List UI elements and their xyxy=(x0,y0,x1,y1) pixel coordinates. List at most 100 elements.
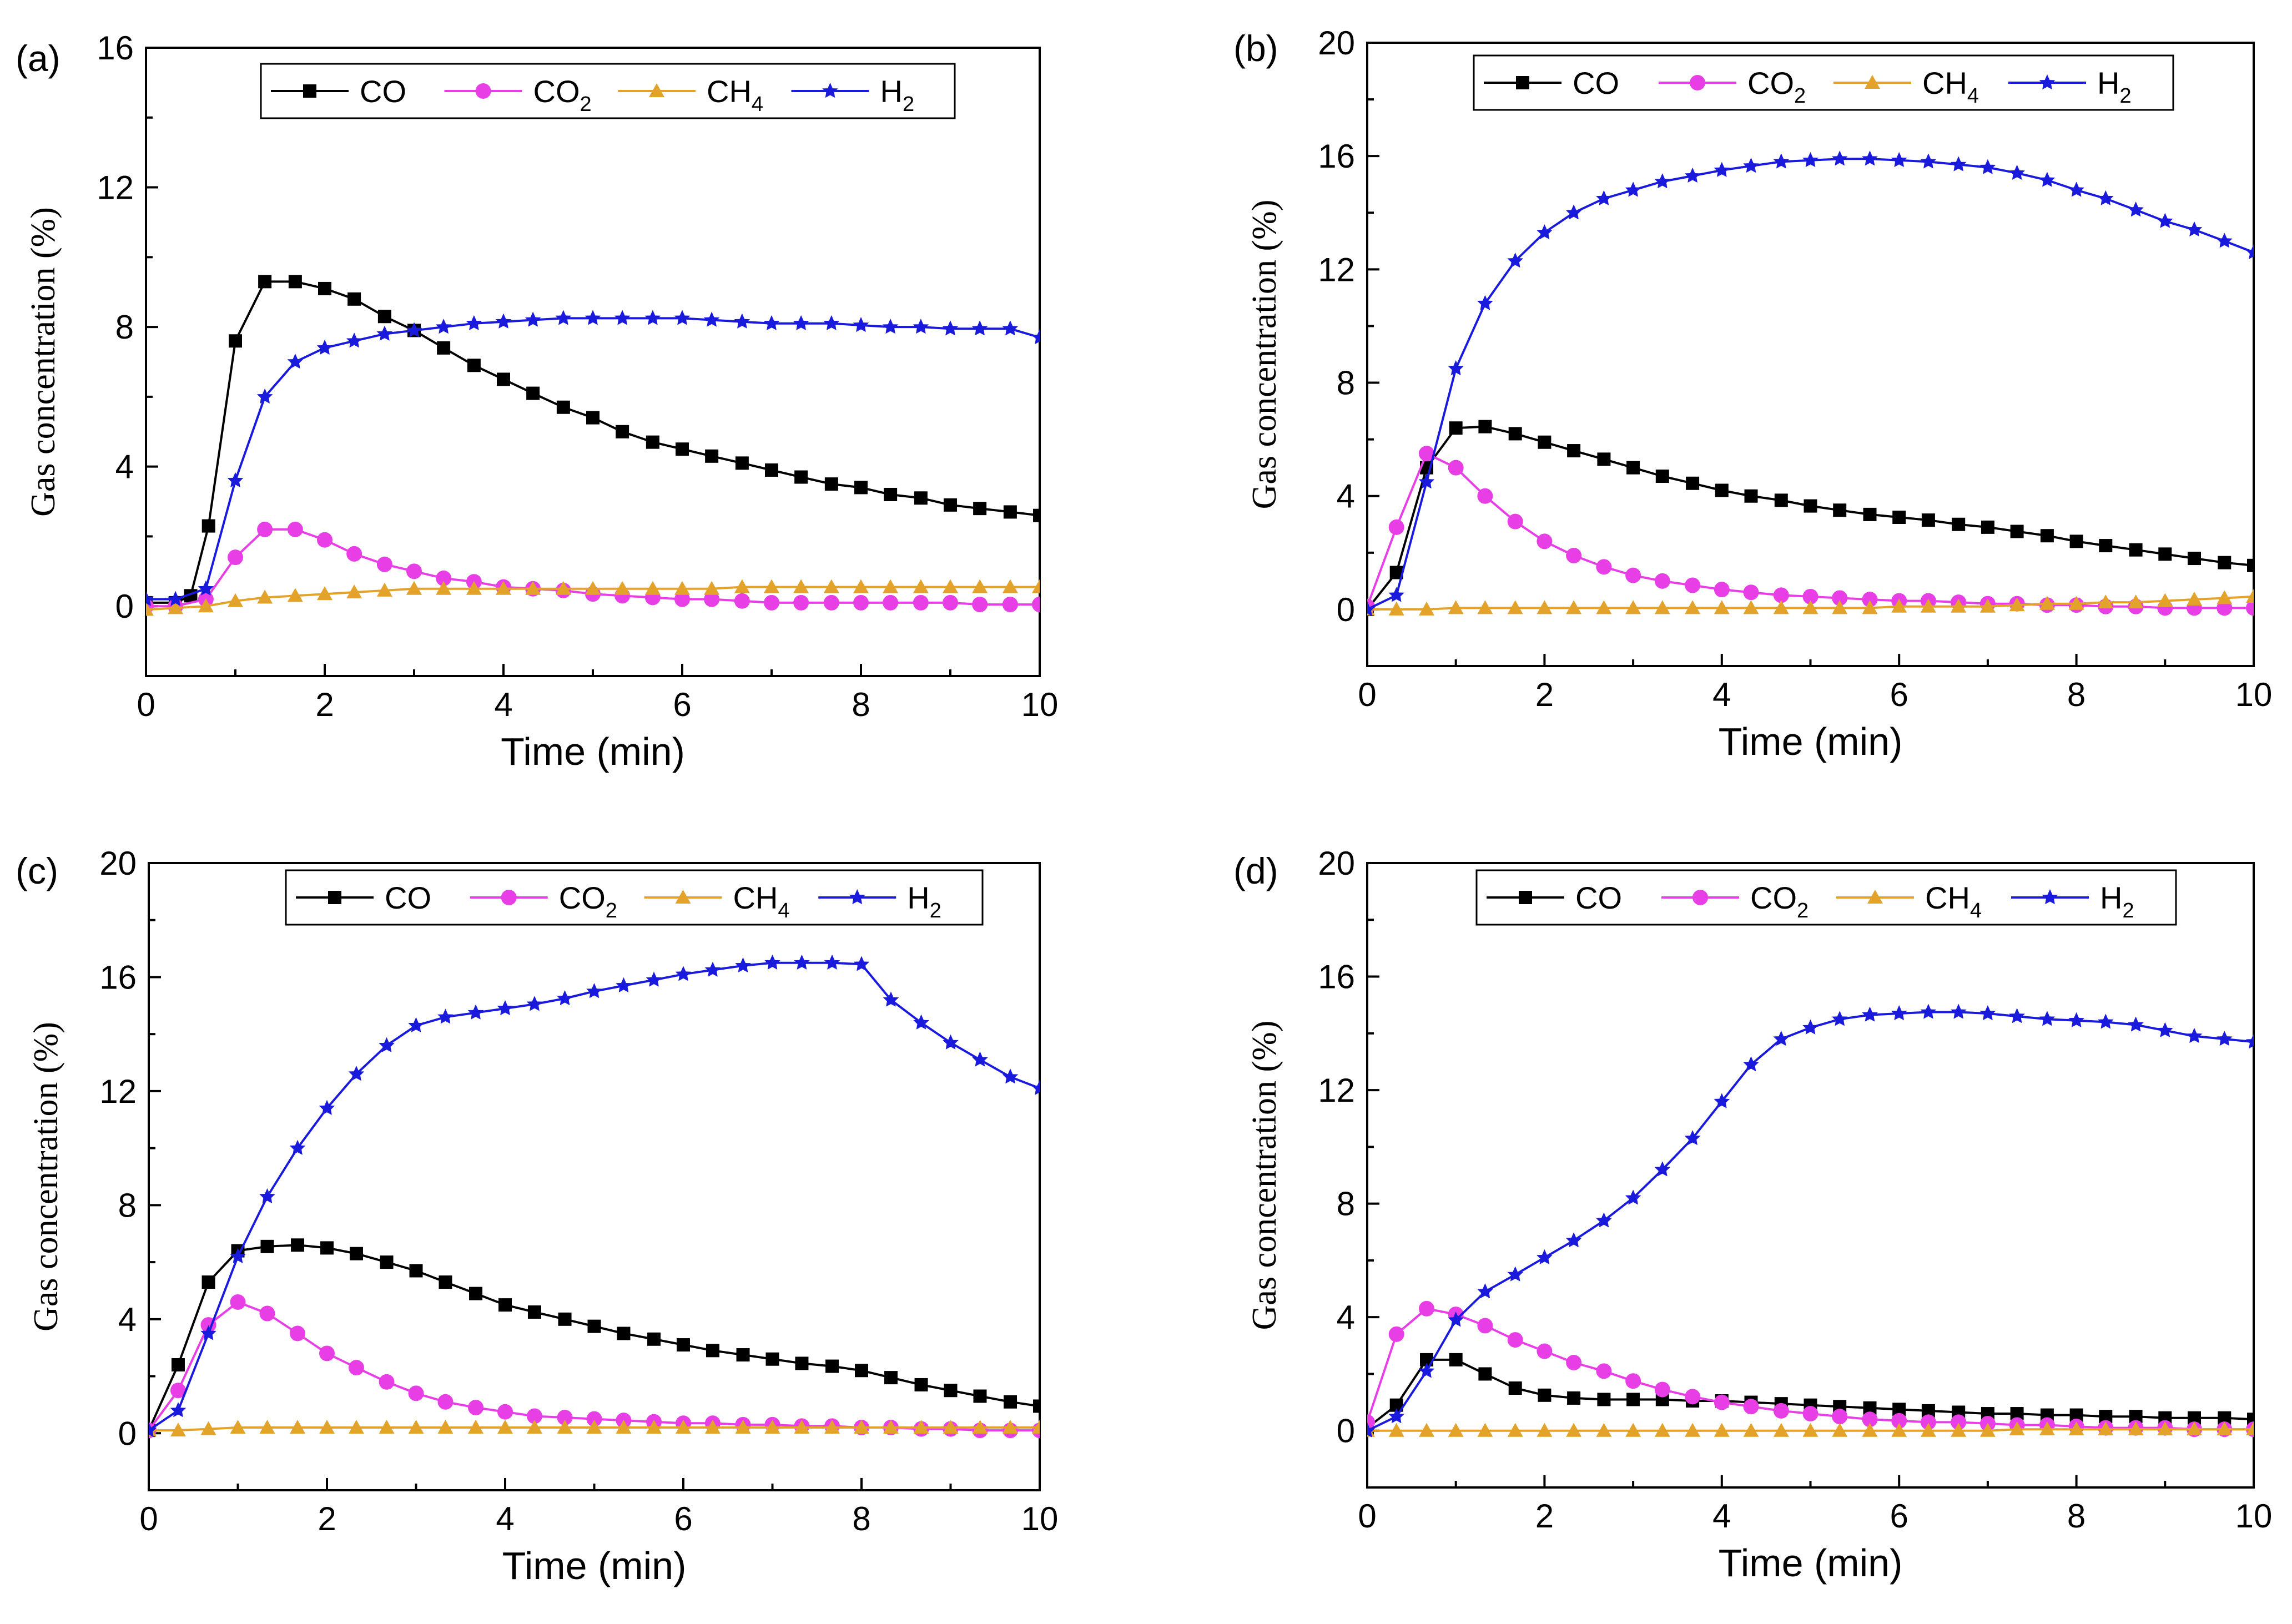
data-point-co xyxy=(1626,1393,1640,1406)
data-point-h2 xyxy=(1654,173,1671,189)
data-point-co2 xyxy=(1537,533,1553,549)
data-point-ch4 xyxy=(1388,601,1404,616)
data-point-ch4 xyxy=(1477,1423,1493,1437)
data-point-co xyxy=(1508,427,1522,441)
y-tick-label: 8 xyxy=(1337,1186,1355,1223)
data-point-co2 xyxy=(1773,587,1789,603)
data-point-ch4 xyxy=(2039,596,2055,610)
data-point-co2 xyxy=(1891,1413,1907,1429)
legend-marker-co2 xyxy=(475,83,491,99)
data-point-h2 xyxy=(1507,1266,1523,1282)
data-point-co2 xyxy=(348,1360,364,1376)
legend: CO CO2 CH4 H2 xyxy=(285,869,984,926)
data-point-ch4 xyxy=(1685,1423,1701,1437)
data-point-co xyxy=(586,411,600,425)
data-point-h2 xyxy=(1802,152,1819,167)
data-point-ch4 xyxy=(674,581,690,595)
x-tick-label: 4 xyxy=(496,1500,514,1537)
data-point-ch4 xyxy=(704,581,720,595)
data-point-ch4 xyxy=(1537,1423,1553,1437)
x-tick-label: 6 xyxy=(1890,676,1908,713)
data-point-co2 xyxy=(853,594,869,611)
data-point-ch4 xyxy=(497,1420,513,1434)
data-point-co xyxy=(1538,435,1551,449)
data-point-ch4 xyxy=(616,1420,632,1434)
data-point-ch4 xyxy=(676,1420,691,1434)
data-point-ch4 xyxy=(2187,592,2203,606)
y-tick-label: 20 xyxy=(99,845,137,882)
x-tick-label: 6 xyxy=(673,686,691,723)
data-point-co xyxy=(914,1378,928,1391)
data-point-h2 xyxy=(2009,1008,2025,1023)
data-point-ch4 xyxy=(614,581,631,595)
y-tick-label: 0 xyxy=(115,588,134,625)
legend-marker-ch4 xyxy=(1867,890,1883,904)
data-point-co2 xyxy=(1773,1403,1789,1419)
data-point-h2 xyxy=(316,339,333,355)
data-point-co2 xyxy=(1654,1381,1670,1398)
data-point-ch4 xyxy=(585,581,601,595)
x-tick-label: 8 xyxy=(852,686,870,723)
data-point-co xyxy=(2010,524,2024,538)
data-point-ch4 xyxy=(1951,598,1967,613)
data-point-ch4 xyxy=(1862,1423,1878,1437)
data-point-h2 xyxy=(793,315,809,330)
data-point-co xyxy=(647,1332,661,1346)
data-point-h2 xyxy=(526,996,543,1011)
data-point-ch4 xyxy=(824,1420,840,1434)
data-point-co xyxy=(377,310,391,324)
data-point-co xyxy=(291,1238,305,1252)
data-point-ch4 xyxy=(2039,1421,2055,1436)
data-point-ch4 xyxy=(1032,579,1040,593)
data-point-co2 xyxy=(317,532,333,548)
data-point-h2 xyxy=(2098,190,2114,205)
data-point-co2 xyxy=(436,570,452,586)
data-point-co2 xyxy=(468,1400,484,1416)
data-point-h2 xyxy=(971,320,988,336)
data-point-ch4 xyxy=(735,1420,751,1434)
data-point-ch4 xyxy=(1743,1423,1759,1437)
y-tick-label: 0 xyxy=(118,1415,137,1452)
x-tick-label: 6 xyxy=(1890,1497,1908,1535)
data-point-co2 xyxy=(1367,1414,1375,1430)
data-point-co xyxy=(1804,499,1817,513)
data-point-co xyxy=(1981,520,1994,534)
data-point-co xyxy=(944,1384,958,1398)
data-point-co xyxy=(735,456,749,470)
data-point-co2 xyxy=(1566,547,1582,563)
data-point-co xyxy=(2129,543,2143,557)
data-point-co xyxy=(854,481,868,495)
panel-b: 0 2 4 6 8 10 0 4 8 12 16 20 Time (min) Gas concentrat… xyxy=(1233,24,2272,763)
data-point-h2 xyxy=(2098,1013,2114,1029)
data-point-h2 xyxy=(2039,172,2056,187)
plot-frame xyxy=(1366,42,2255,667)
data-point-co xyxy=(2069,534,2083,548)
data-point-co xyxy=(1538,1388,1551,1402)
data-point-h2 xyxy=(824,954,840,970)
y-tick-label: 12 xyxy=(1318,251,1355,288)
data-point-co xyxy=(2158,547,2172,561)
data-point-co2 xyxy=(943,594,958,611)
data-point-ch4 xyxy=(2217,1421,2233,1436)
y-tick-label: 16 xyxy=(99,959,137,996)
y-tick-label: 12 xyxy=(99,1073,137,1110)
data-point-ch4 xyxy=(2068,1421,2084,1436)
data-point-h2 xyxy=(2068,181,2084,197)
data-point-co2 xyxy=(1714,582,1730,598)
data-point-h2 xyxy=(1891,152,1907,167)
data-point-h2 xyxy=(1862,150,1878,166)
data-point-h2 xyxy=(882,319,899,334)
data-point-co2 xyxy=(257,521,273,537)
data-point-co2 xyxy=(1477,1318,1493,1334)
data-point-ch4 xyxy=(1920,1423,1936,1437)
data-point-co xyxy=(1655,469,1669,483)
x-tick-label: 0 xyxy=(137,686,155,723)
plot-frame xyxy=(148,862,1041,1491)
data-point-co2 xyxy=(406,563,422,579)
data-point-co2 xyxy=(408,1385,424,1401)
y-tick-label: 20 xyxy=(1318,845,1355,882)
data-point-h2 xyxy=(972,1051,988,1067)
data-point-co2 xyxy=(1832,1409,1848,1425)
data-point-ch4 xyxy=(1654,600,1670,614)
data-point-h2 xyxy=(1002,1068,1019,1084)
